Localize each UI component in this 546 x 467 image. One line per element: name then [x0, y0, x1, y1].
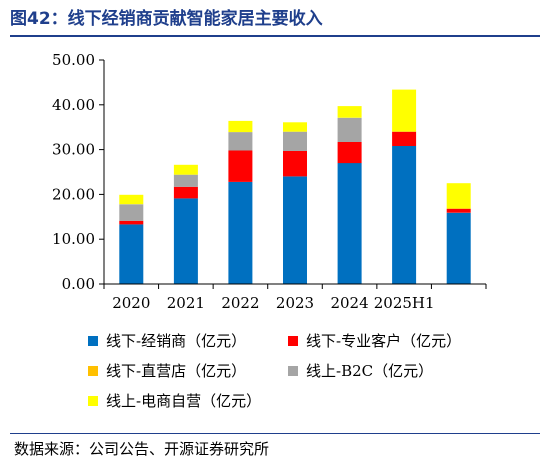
legend-label-3: 线上-B2C（亿元）	[306, 362, 434, 380]
bar-segment-1-2	[228, 150, 253, 182]
legend-item-3: 线上-B2C（亿元）	[288, 360, 433, 382]
source-note: 数据来源：公司公告、开源证券研究所	[14, 440, 270, 458]
bar-segment-3-3	[283, 131, 307, 151]
x-tick-label-0: 2020	[112, 294, 150, 312]
bar-segment-4-6	[446, 183, 471, 209]
bar-segment-3-1	[173, 174, 198, 187]
bar-segment-1-3	[283, 150, 307, 177]
legend-label-4: 线上-电商自营（亿元）	[106, 392, 262, 410]
x-tick-label-2: 2022	[221, 294, 259, 312]
legend-label-1: 线下-专业客户（亿元）	[306, 332, 462, 350]
legend-swatch-4	[88, 396, 98, 406]
bar-segment-4-2	[228, 120, 253, 133]
legend-swatch-3	[288, 366, 298, 376]
legend-swatch-1	[288, 336, 298, 346]
bar-segment-4-1	[173, 164, 198, 175]
legend-item-4: 线上-电商自营（亿元）	[88, 390, 261, 412]
bar-segment-3-0	[119, 204, 144, 221]
legend-swatch-0	[88, 336, 98, 346]
bar-segment-0-2	[228, 181, 253, 284]
bar-segment-4-4	[337, 106, 362, 118]
x-tick-label-5: 2025H1	[374, 294, 435, 312]
legend-item-2: 线下-直营店（亿元）	[88, 360, 246, 382]
bar-segment-1-5	[392, 131, 417, 146]
stacked-bar-chart: 0.00 10.00 20.00 30.00 40.00 50.00 2020 2021 202…	[52, 51, 487, 312]
x-tick-label-1: 2021	[167, 294, 205, 312]
bar-segment-1-1	[173, 186, 198, 199]
bar-segment-0-5	[392, 146, 417, 284]
bar-segment-3-2	[228, 132, 253, 151]
y-tick-label-5: 50.00	[52, 51, 95, 69]
legend-label-0: 线下-经销商（亿元）	[106, 332, 247, 350]
bar-segment-1-0	[119, 220, 144, 225]
bar-segment-0-4	[337, 163, 362, 284]
bar-segment-3-4	[337, 117, 362, 142]
legend-label-2: 线下-直营店（亿元）	[106, 362, 247, 380]
x-tick-label-3: 2023	[276, 294, 314, 312]
source-divider	[10, 433, 540, 434]
legend-item-0: 线下-经销商（亿元）	[88, 330, 246, 352]
bar-segment-4-3	[283, 122, 307, 132]
bar-segment-0-6	[446, 212, 471, 284]
bar-segment-1-6	[446, 208, 471, 213]
bar-segment-0-3	[283, 176, 307, 284]
figure-title: 图42：线下经销商贡献智能家居主要收入	[10, 9, 323, 29]
y-tick-label-0: 0.00	[62, 275, 95, 293]
y-tick-label-1: 10.00	[52, 230, 95, 248]
bar-segment-4-5	[392, 89, 417, 132]
bar-segment-0-1	[173, 198, 198, 284]
bar-segment-4-0	[119, 194, 144, 205]
bar-segment-1-4	[337, 142, 362, 164]
x-tick-label-4: 2024	[330, 294, 368, 312]
axes-layer: 0.00 10.00 20.00 30.00 40.00 50.00 2020 2021 202…	[52, 51, 487, 312]
legend-swatch-2	[88, 366, 98, 376]
bars-layer	[119, 89, 471, 284]
y-tick-label-3: 30.00	[52, 141, 95, 159]
title-underline	[10, 35, 540, 37]
legend-item-1: 线下-专业客户（亿元）	[288, 330, 461, 352]
y-tick-label-4: 40.00	[52, 96, 95, 114]
bar-segment-0-0	[119, 224, 144, 284]
y-tick-label-2: 20.00	[52, 185, 95, 203]
